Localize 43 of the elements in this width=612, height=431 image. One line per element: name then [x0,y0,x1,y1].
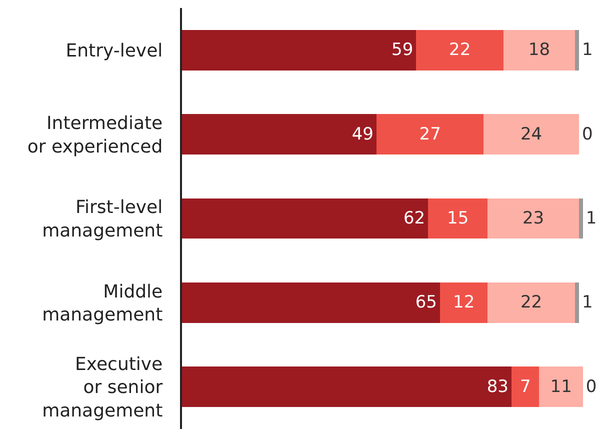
data-label: 62 [403,208,426,228]
data-label: 49 [352,124,374,144]
y-tick-label: Entry-level [66,40,163,62]
bar [511,366,540,408]
data-label: 15 [447,208,469,228]
data-label: 59 [392,40,414,60]
bar [488,282,575,323]
data-label: 18 [528,40,550,60]
bar [182,114,376,155]
data-label: 12 [453,292,475,313]
data-label: 0 [586,376,597,397]
bar [574,30,579,70]
data-label: 24 [520,124,542,144]
bar [182,30,416,70]
data-label: 65 [415,292,437,313]
data-label: 1 [582,292,593,313]
bar [428,198,488,239]
data-label: 1 [582,40,593,60]
bar [416,30,504,70]
bar [376,114,484,155]
data-label: 23 [522,208,544,228]
data-label: 22 [449,40,471,60]
bar [574,282,579,323]
bar [484,114,579,155]
data-label: 1 [586,208,597,228]
y-tick-label: Middle management [42,281,163,326]
bar [488,198,579,239]
y-tick-label: First-level management [42,197,163,242]
y-tick-label: Intermediate or experienced [27,112,163,158]
bar [182,282,440,323]
data-label: 0 [582,124,593,144]
data-label: 11 [550,376,572,397]
data-label: 83 [486,376,508,397]
bar [578,198,583,239]
bar [504,30,575,70]
bar [440,282,488,323]
bar [182,198,428,239]
data-label: 7 [520,376,531,397]
y-tick-label: Executive or senior management [42,354,164,422]
data-label: 27 [419,124,441,144]
bar [539,366,583,408]
data-label: 22 [520,292,542,313]
bar [182,366,512,408]
